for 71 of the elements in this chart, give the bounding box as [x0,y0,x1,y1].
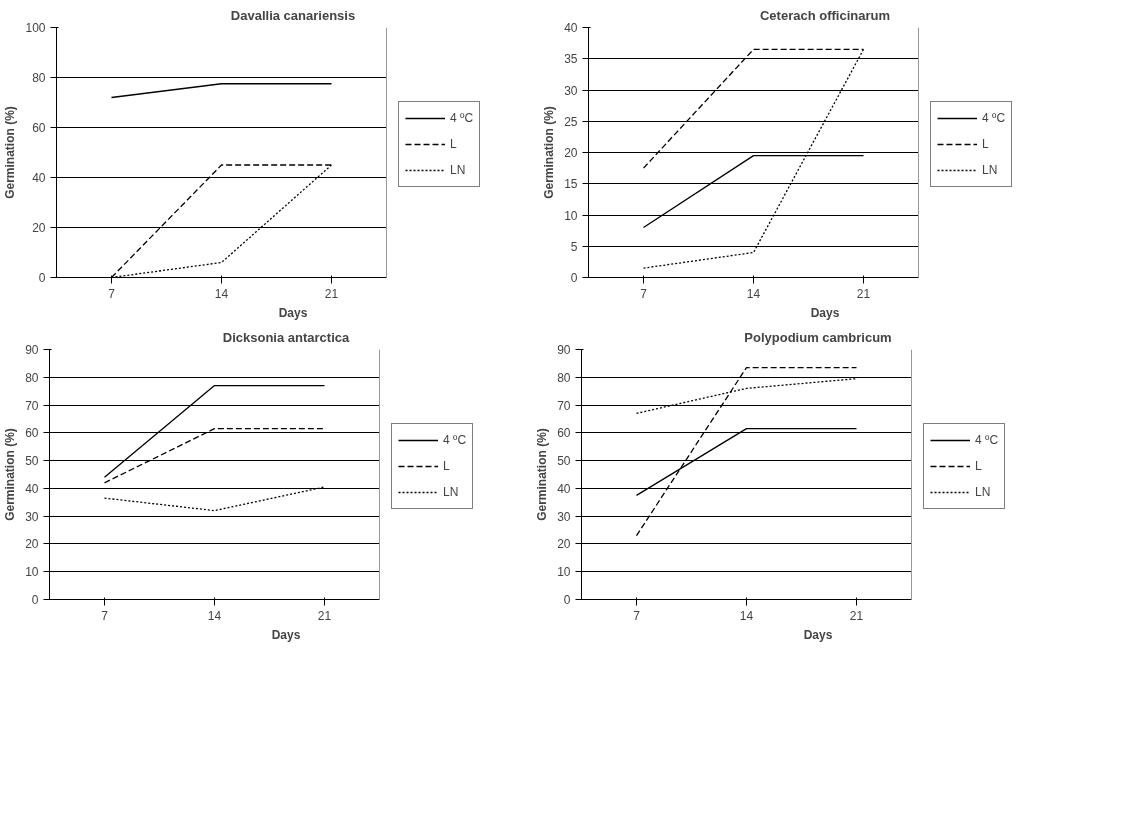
y-tick-label: 40 [25,481,39,496]
chart-title: Dicksonia antarctica [222,329,350,345]
legend-label: 4 ºC [975,433,999,447]
y-tick-label: 50 [557,454,571,469]
x-tick-label: 21 [856,286,871,301]
y-tick-label: 30 [557,509,571,524]
legend-label: L [443,459,451,473]
x-tick-label: 21 [849,608,864,623]
x-tick-label: 14 [739,608,754,623]
y-tick-label: 80 [557,370,571,385]
legend-label: 4 ºC [982,111,1006,125]
legend-label: L [450,137,458,151]
y-tick-label: 35 [564,52,578,67]
x-axis-title: Days [803,627,833,642]
legend-label: L [982,137,990,151]
y-tick-label: 70 [557,398,571,413]
chart-title: Polypodium cambricum [744,329,892,345]
y-tick-label: 80 [32,71,46,85]
y-tick-label: 0 [31,593,39,607]
y-tick-label: 60 [25,426,39,441]
y-tick-label: 20 [25,537,39,552]
y-tick-label: 30 [25,509,39,524]
legend-label: LN [975,485,992,499]
y-tick-label: 20 [557,537,571,552]
y-tick-label: 40 [32,171,46,185]
x-tick-label: 14 [746,286,761,301]
y-axis-title: Germination (%) [535,428,550,521]
y-tick-label: 20 [564,146,578,160]
x-axis-title: Days [271,627,301,642]
legend-label: 4 ºC [450,111,474,125]
y-tick-label: 40 [557,481,571,496]
y-tick-label: 10 [557,565,571,580]
y-tick-label: 5 [570,239,578,254]
legend-label: LN [982,163,999,177]
x-tick-label: 7 [108,286,116,301]
y-tick-label: 25 [564,114,578,129]
y-axis-title: Germination (%) [3,428,18,521]
x-axis-title: Days [810,305,840,320]
x-axis-title: Days [278,305,308,320]
legend-label: 4 ºC [443,433,467,447]
y-tick-label: 80 [25,370,39,385]
y-axis-title: Germination (%) [3,106,18,199]
y-tick-label: 60 [557,426,571,441]
x-tick-label: 7 [640,286,648,301]
y-tick-label: 10 [564,208,578,223]
y-tick-label: 40 [564,21,578,35]
x-tick-label: 14 [207,608,222,623]
chart-title: Davallia canariensis [230,7,356,23]
y-tick-label: 60 [32,121,46,135]
legend-label: L [975,459,983,473]
y-tick-label: 50 [25,454,39,469]
y-axis-title: Germination (%) [542,106,557,199]
y-tick-label: 0 [38,271,46,285]
legend-label: LN [443,485,460,499]
y-tick-label: 100 [25,21,46,35]
y-tick-label: 0 [563,593,571,607]
y-tick-label: 90 [557,343,571,357]
x-tick-label: 21 [324,286,339,301]
y-tick-label: 90 [25,343,39,357]
y-tick-label: 15 [564,177,578,192]
x-tick-label: 7 [101,608,109,623]
y-tick-label: 0 [570,271,578,285]
x-tick-label: 21 [317,608,332,623]
chart-title: Ceterach officinarum [759,7,891,23]
y-tick-label: 10 [25,565,39,580]
x-tick-label: 7 [633,608,641,623]
y-tick-label: 30 [564,83,578,98]
legend-label: LN [450,163,467,177]
y-tick-label: 70 [25,398,39,413]
y-tick-label: 20 [32,221,46,235]
x-tick-label: 14 [214,286,229,301]
